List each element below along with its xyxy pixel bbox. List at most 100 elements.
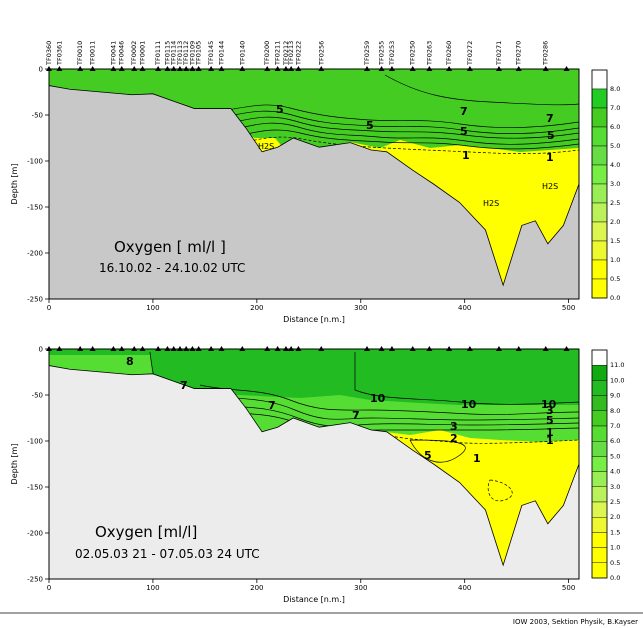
- station-marker: [189, 346, 196, 351]
- y-tick-label: -200: [27, 250, 43, 258]
- y-tick-label: -100: [27, 438, 43, 446]
- y-tick-label: -50: [32, 392, 43, 400]
- station-label: TF0112: [182, 41, 190, 66]
- x-tick-label: 100: [146, 304, 159, 312]
- colorbar-label: 2.0: [610, 218, 620, 226]
- x-tick-label: 300: [354, 304, 367, 312]
- station-marker: [288, 346, 295, 351]
- colorbar-label: 4.0: [610, 468, 620, 476]
- contour-label: 1: [546, 434, 554, 447]
- contour-label: 7: [268, 399, 276, 412]
- station-marker: [155, 346, 162, 351]
- station-marker: [164, 66, 171, 71]
- contour-label: 5: [547, 129, 555, 142]
- station-label: TF0260: [445, 41, 453, 66]
- y-tick-label: -250: [27, 576, 43, 584]
- station-label: TF0041: [109, 41, 117, 66]
- contour-label: 10: [541, 398, 557, 411]
- station-label: TF0256: [317, 41, 325, 66]
- contour-label: 10: [370, 392, 386, 405]
- station-marker: [46, 346, 52, 351]
- station-marker: [176, 66, 183, 71]
- station-marker: [155, 66, 162, 71]
- station-marker: [183, 66, 190, 71]
- station-label: TF0113: [176, 41, 184, 66]
- contour-label: 2: [450, 432, 458, 445]
- h2s-label: H2S: [258, 142, 274, 151]
- station-label: TF0259: [363, 41, 371, 66]
- colorbar-swatch: [591, 486, 608, 503]
- h2s-label: H2S: [542, 182, 558, 191]
- station-marker: [364, 346, 370, 351]
- station-marker: [195, 66, 202, 71]
- station-marker: [208, 66, 215, 71]
- station-marker: [364, 66, 370, 71]
- colorbar-swatch: [591, 202, 608, 223]
- contour-label: 5: [366, 119, 374, 132]
- y-tick-label: -150: [27, 484, 43, 492]
- station-marker: [110, 66, 117, 71]
- station-marker: [288, 66, 295, 71]
- contour-label: 7: [460, 105, 468, 118]
- panel-title: Oxygen [ ml/l ]: [114, 238, 226, 256]
- station-marker: [515, 66, 522, 71]
- colorbar-label: 3.0: [610, 180, 620, 188]
- station-label: TF0272: [466, 41, 474, 66]
- station-marker: [131, 346, 138, 351]
- station-label: TF0001: [139, 41, 147, 66]
- station-marker: [495, 346, 502, 351]
- x-tick-label: 200: [250, 584, 263, 592]
- station-marker: [164, 346, 171, 351]
- station-label: TF0010: [76, 41, 84, 66]
- x-tick-label: 400: [458, 304, 471, 312]
- colorbar-label: 1.5: [610, 528, 620, 536]
- colorbar-swatch: [591, 425, 608, 442]
- station-marker: [282, 66, 289, 71]
- colorbar-frame: [591, 349, 608, 579]
- colorbar-swatch: [591, 395, 608, 412]
- plot-frame: [48, 348, 580, 580]
- station-marker: [318, 66, 325, 71]
- colorbar-label: 11.0: [610, 361, 624, 369]
- x-tick-label: 400: [458, 584, 471, 592]
- station-marker: [56, 346, 63, 351]
- station-marker: [466, 66, 473, 71]
- colorbar-swatch: [591, 240, 608, 261]
- station-label: TF0114: [170, 41, 178, 66]
- contour-label: 3: [546, 404, 554, 417]
- h2s-label: H2S: [483, 199, 499, 208]
- plot-fields: [49, 69, 579, 299]
- station-marker: [274, 66, 281, 71]
- colorbar-swatch: [591, 88, 608, 109]
- station-marker: [426, 346, 433, 351]
- colorbar-swatch: [591, 183, 608, 204]
- colorbar-label: 1.0: [610, 256, 620, 264]
- contour-label: 5: [460, 125, 468, 138]
- contour-label: 3: [450, 420, 458, 433]
- station-marker: [264, 66, 271, 71]
- contours: [149, 351, 579, 502]
- credit-text: IOW 2003, Sektion Physik, B.Kayser: [513, 618, 638, 626]
- colorbar-label: 7.0: [610, 422, 620, 430]
- contour-label: 5: [546, 414, 554, 427]
- station-label: TF0361: [55, 41, 63, 66]
- colorbar-swatch: [591, 164, 608, 185]
- y-tick-label: 0: [39, 346, 43, 354]
- station-label: TF0140: [238, 41, 246, 66]
- contour-label: 1: [462, 149, 470, 162]
- station-marker: [378, 346, 385, 351]
- station-label: TF0002: [130, 41, 138, 66]
- station-marker: [542, 346, 549, 351]
- colorbar-swatch: [591, 456, 608, 472]
- colorbar-swatch: [591, 441, 608, 457]
- station-marker: [264, 346, 271, 351]
- contour-label: 1: [546, 426, 554, 439]
- station-marker: [282, 346, 289, 351]
- contour-label: 5: [276, 103, 284, 116]
- panel-subtitle: 02.05.03 21 - 07.05.03 24 UTC: [75, 547, 260, 561]
- colorbar-swatch: [591, 562, 608, 579]
- contour-label: 1: [546, 151, 554, 164]
- x-axis-label: Distance [n.m.]: [283, 595, 345, 604]
- colorbar-swatch: [591, 410, 608, 427]
- station-label: TF0213: [287, 41, 295, 66]
